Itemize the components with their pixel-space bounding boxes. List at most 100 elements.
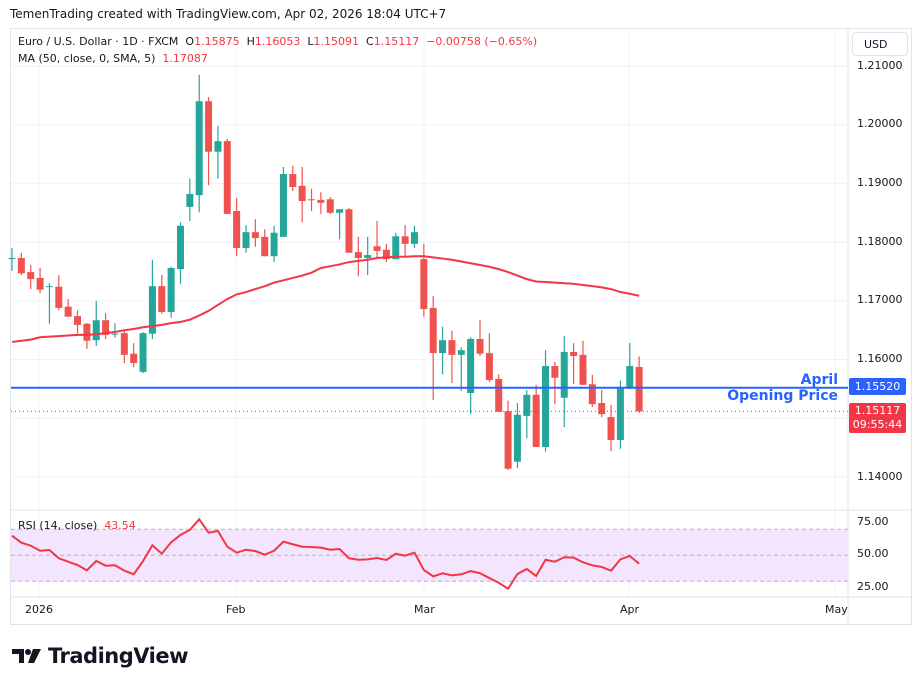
rsi-axis-label: 75.00 — [857, 515, 889, 528]
last-price-tag: 1.15117 09:55:44 — [849, 403, 906, 433]
candle-body — [635, 366, 643, 412]
candle-body — [336, 209, 344, 213]
candle-body — [45, 286, 53, 288]
open-label: O — [185, 35, 195, 48]
candle-body — [345, 209, 353, 253]
candle-body — [579, 354, 587, 385]
candle-body — [560, 351, 568, 398]
change-value: −0.00758 (−0.65%) — [426, 35, 538, 48]
candle-body — [317, 199, 325, 203]
candle-body — [476, 339, 484, 354]
opening-price-annotation-line1: April — [800, 372, 838, 388]
rsi-label: RSI (14, close) — [18, 519, 98, 532]
candle-body — [36, 277, 44, 290]
countdown: 09:55:44 — [852, 418, 903, 431]
candle-body — [176, 225, 184, 270]
candle-body — [148, 286, 156, 334]
candle-body — [17, 257, 25, 274]
candle-body — [354, 252, 362, 258]
candle-body — [485, 353, 493, 381]
candle-body — [588, 384, 596, 405]
tradingview-logo[interactable]: TradingView — [12, 644, 188, 668]
time-axis-label: Apr — [620, 603, 640, 616]
candle-body — [308, 199, 316, 201]
candle-body — [64, 306, 72, 317]
candle-body — [8, 257, 16, 259]
currency-button[interactable]: USD — [852, 32, 908, 56]
open-value: 1.15875 — [194, 35, 240, 48]
candle-body — [167, 267, 175, 312]
last-price-value: 1.15117 — [854, 404, 901, 417]
candle-body — [139, 333, 147, 372]
candle-body — [27, 272, 35, 280]
candle-body — [326, 199, 334, 213]
candle-body — [495, 378, 503, 412]
price-axis-label: 1.21000 — [857, 59, 903, 72]
ma-value: 1.17087 — [162, 52, 208, 65]
price-axis-label: 1.19000 — [857, 176, 903, 189]
price-axis-label: 1.16000 — [857, 352, 903, 365]
candle-body — [420, 259, 428, 310]
rsi-axis-label: 25.00 — [857, 580, 889, 593]
candle-body — [242, 232, 250, 249]
opening-price-annotation-line2: Opening Price — [727, 388, 838, 404]
candle-body — [364, 255, 372, 258]
candle-body — [298, 185, 306, 202]
candle-body — [542, 366, 550, 448]
candle-body — [401, 236, 409, 244]
candle-body — [195, 101, 203, 196]
low-value: 1.15091 — [313, 35, 360, 48]
candle-body — [616, 387, 624, 440]
rsi-legend[interactable]: RSI (14, close) 43.54 — [18, 519, 136, 532]
opening-price-tag: 1.15520 — [849, 378, 906, 395]
candle-body — [186, 193, 194, 207]
close-value: 1.15117 — [373, 35, 420, 48]
high-label: H — [246, 35, 255, 48]
high-value: 1.16053 — [254, 35, 301, 48]
rsi-line — [11, 517, 640, 591]
candle-body — [92, 320, 100, 341]
candle-body — [251, 232, 259, 239]
candle-body — [532, 394, 540, 448]
candle-body — [289, 174, 297, 187]
tradingview-logo-icon — [12, 649, 41, 663]
low-label: L — [307, 35, 314, 48]
ma-line — [11, 255, 640, 343]
time-axis-label: Feb — [226, 603, 246, 616]
candle-body — [382, 249, 390, 260]
candle-body — [429, 307, 437, 354]
price-axis-label: 1.17000 — [857, 293, 903, 306]
candle-body — [570, 351, 578, 357]
price-axis-label: 1.18000 — [857, 235, 903, 248]
chart-frame — [10, 28, 912, 625]
time-axis-label: 2026 — [25, 603, 53, 616]
candle-body — [261, 236, 269, 257]
candle-body — [626, 366, 634, 388]
symbol-name[interactable]: Euro / U.S. Dollar · 1D · FXCM — [18, 35, 179, 48]
candle-body — [448, 340, 456, 355]
tradingview-logo-text: TradingView — [48, 644, 188, 668]
candle-body — [467, 339, 475, 394]
price-axis-label: 1.14000 — [857, 470, 903, 483]
candle-body — [439, 340, 447, 354]
ma-legend[interactable]: MA (50, close, 0, SMA, 5) 1.17087 — [18, 52, 208, 65]
close-label: C — [366, 35, 374, 48]
candle-body — [392, 236, 400, 260]
time-axis-label: May — [825, 603, 848, 616]
price-axis-label: 1.20000 — [857, 117, 903, 130]
chart-credit: TemenTrading created with TradingView.co… — [10, 7, 447, 21]
candle-body — [270, 232, 278, 257]
time-axis-label: Mar — [414, 603, 435, 616]
rsi-value: 43.54 — [104, 519, 136, 532]
candle-body — [158, 286, 166, 312]
candle-body — [130, 353, 138, 364]
ma-label: MA (50, close, 0, SMA, 5) — [18, 52, 156, 65]
candle-body — [74, 316, 82, 325]
candle-body — [233, 211, 241, 249]
candle-body — [205, 101, 213, 152]
symbol-legend: Euro / U.S. Dollar · 1D · FXCM O1.15875 … — [18, 35, 537, 48]
candle-body — [214, 141, 222, 152]
candle-body — [513, 414, 521, 462]
candle-body — [279, 174, 287, 237]
